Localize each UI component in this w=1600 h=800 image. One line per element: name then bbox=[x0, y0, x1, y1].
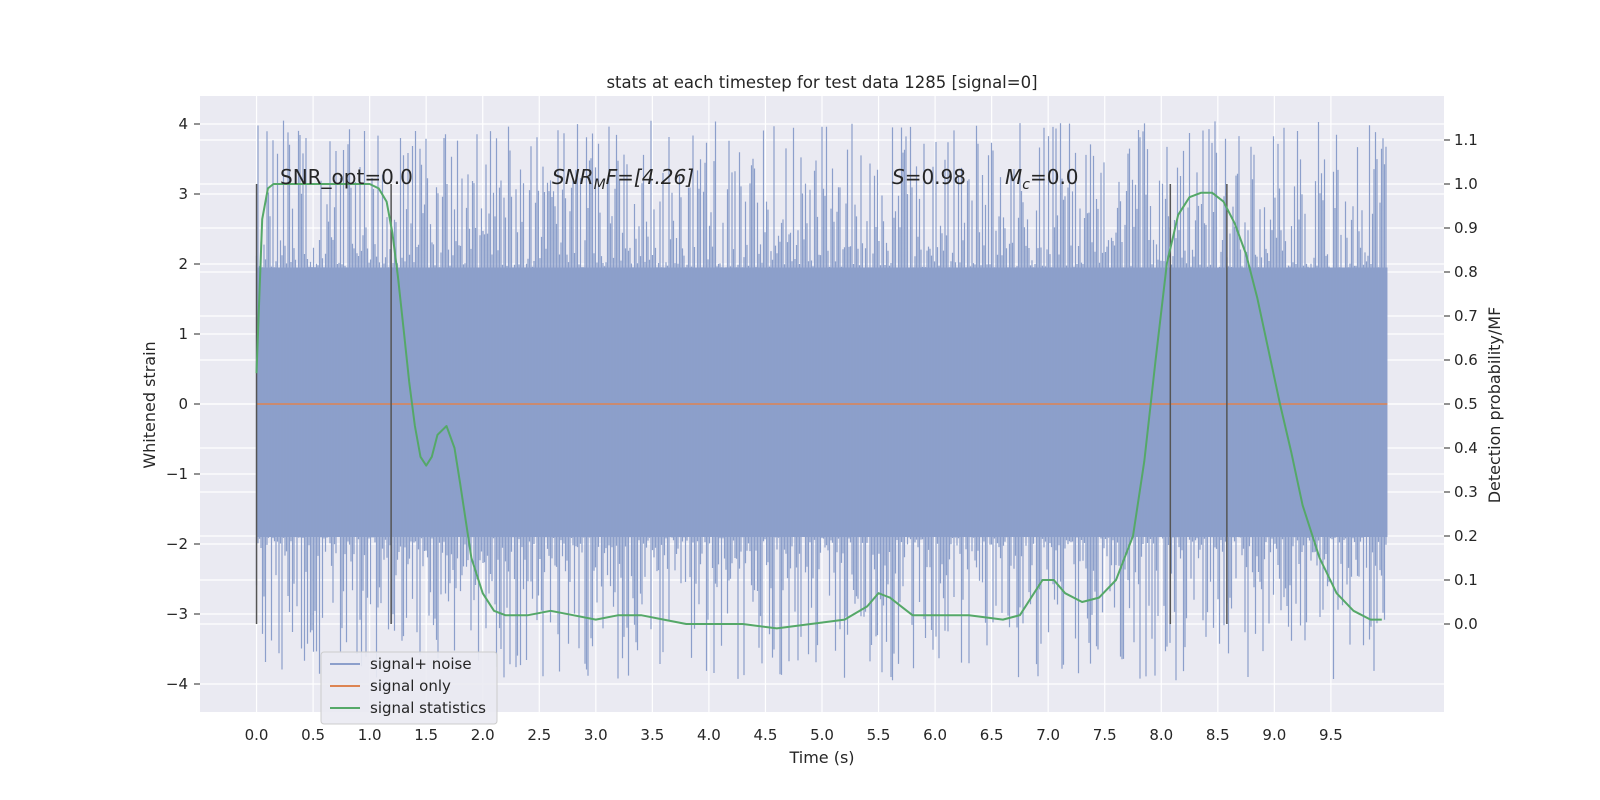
x-tick-label: 7.5 bbox=[1093, 726, 1117, 744]
x-tick-label: 9.5 bbox=[1319, 726, 1343, 744]
y-tick-label: −2 bbox=[166, 535, 188, 553]
legend: signal+ noise signal only signal statist… bbox=[320, 651, 498, 725]
y-tick-label: 3 bbox=[178, 185, 188, 203]
x-tick-label: 5.5 bbox=[867, 726, 891, 744]
vertical-markers bbox=[255, 184, 1228, 624]
legend-label-signal-only: signal only bbox=[370, 677, 451, 695]
x-tick-label: 3.0 bbox=[584, 726, 608, 744]
x-tick-label: 7.0 bbox=[1036, 726, 1060, 744]
y2-tick-label: 0.0 bbox=[1454, 615, 1478, 633]
y2-tick-label: 0.5 bbox=[1454, 395, 1478, 413]
y-tick-label: 4 bbox=[178, 115, 188, 133]
annotation-snr-opt: SNR_opt=0.0 bbox=[280, 165, 413, 189]
y2-tick-label: 1.1 bbox=[1454, 131, 1478, 149]
x-tick-label: 0.0 bbox=[245, 726, 269, 744]
x-tick-label: 1.0 bbox=[358, 726, 382, 744]
y2-tick-label: 0.6 bbox=[1454, 351, 1478, 369]
x-tick-label: 8.0 bbox=[1149, 726, 1173, 744]
x-tick-label: 4.5 bbox=[754, 726, 778, 744]
x-tick-label: 6.0 bbox=[923, 726, 947, 744]
x-tick-label: 6.5 bbox=[980, 726, 1004, 744]
legend-label-signal-statistics: signal statistics bbox=[370, 699, 486, 717]
annotation-s: S=0.98 bbox=[892, 165, 966, 189]
y-tick-label: 2 bbox=[178, 255, 188, 273]
y-tick-label: −4 bbox=[166, 675, 188, 693]
annotation-snr-mf: SNRMF=[4.26] bbox=[552, 165, 694, 193]
tick-labels: 0.0 0.5 1.0 1.5 2.0 2.5 3.0 3.5 4.0 4.5 5.0 5.5 6.0 6… bbox=[166, 115, 1478, 744]
y2-tick-label: 0.2 bbox=[1454, 527, 1478, 545]
x-tick-label: 3.5 bbox=[640, 726, 664, 744]
signal-statistics-series bbox=[255, 183, 1382, 630]
y2-tick-label: 0.9 bbox=[1454, 219, 1478, 237]
y2-tick-label: 0.8 bbox=[1454, 263, 1478, 281]
x-tick-label: 5.0 bbox=[810, 726, 834, 744]
signal-statistics-line bbox=[255, 183, 1382, 630]
chart-title: stats at each timestep for test data 128… bbox=[606, 73, 1037, 92]
x-tick-label: 0.5 bbox=[301, 726, 325, 744]
y2-axis-label: Detection probability/MF bbox=[1485, 307, 1504, 504]
y2-tick-label: 1.0 bbox=[1454, 175, 1478, 193]
x-axis-label: Time (s) bbox=[788, 748, 854, 767]
y-axis-label: Whitened strain bbox=[140, 341, 159, 468]
x-tick-label: 8.5 bbox=[1206, 726, 1230, 744]
y-tick-label: −1 bbox=[166, 465, 188, 483]
y2-tick-label: 0.1 bbox=[1454, 571, 1478, 589]
y2-tick-label: 0.3 bbox=[1454, 483, 1478, 501]
x-tick-label: 1.5 bbox=[414, 726, 438, 744]
y2-tick-label: 0.7 bbox=[1454, 307, 1478, 325]
y2-tick-label: 0.4 bbox=[1454, 439, 1478, 457]
x-tick-label: 2.5 bbox=[527, 726, 551, 744]
y-tick-label: 0 bbox=[178, 395, 188, 413]
x-tick-label: 2.0 bbox=[471, 726, 495, 744]
signal-noise-series bbox=[255, 120, 1388, 681]
legend-label-signal-noise: signal+ noise bbox=[370, 655, 472, 673]
x-tick-label: 9.0 bbox=[1262, 726, 1286, 744]
x-tick-label: 4.0 bbox=[697, 726, 721, 744]
annotation-mc: Mc=0.0 bbox=[1005, 165, 1079, 193]
y-tick-label: −3 bbox=[166, 605, 188, 623]
y-tick-label: 1 bbox=[178, 325, 188, 343]
legend-box bbox=[320, 651, 498, 725]
